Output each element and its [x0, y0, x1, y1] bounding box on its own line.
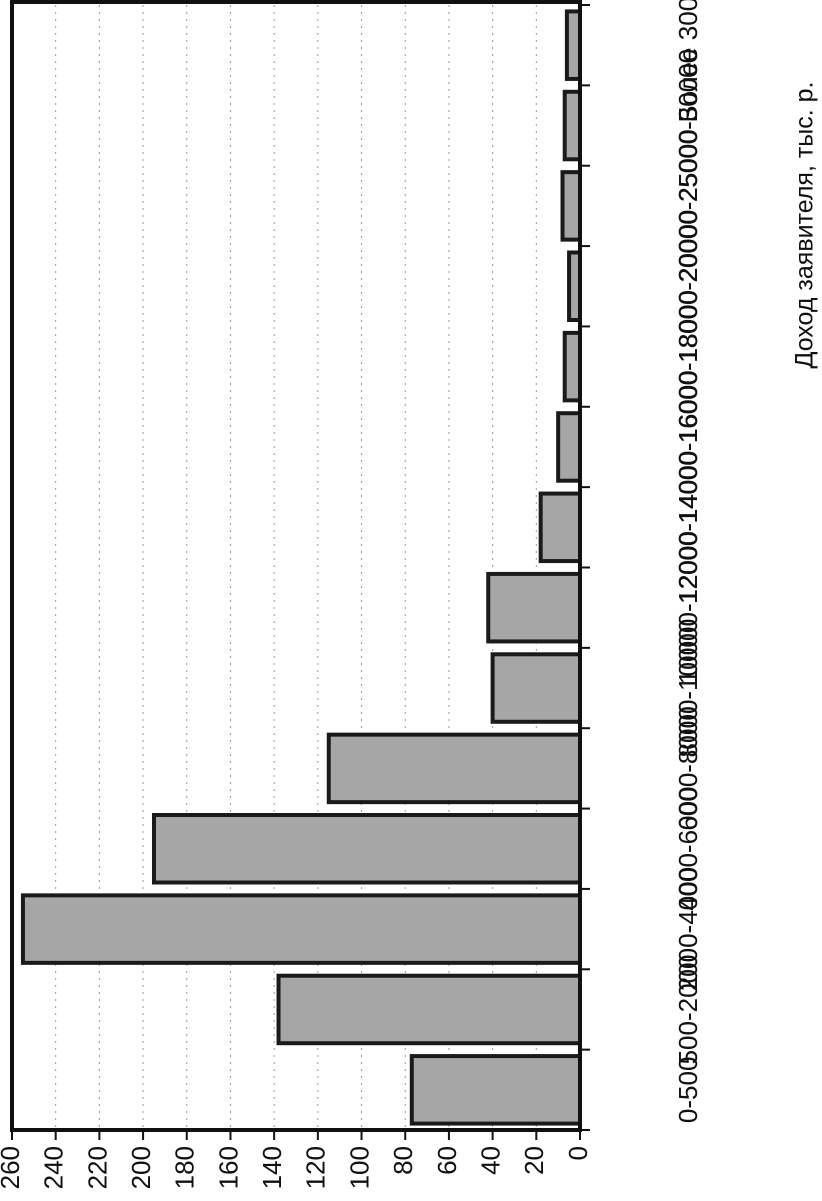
- y-tick-label: 100: [344, 1146, 374, 1189]
- plot-frame: [10, 0, 582, 1132]
- y-tick-label: 120: [301, 1146, 331, 1189]
- y-tick-label: 220: [82, 1146, 112, 1189]
- x-tick-label: 10000-12000: [673, 531, 703, 684]
- x-tick-label: 25000-30000: [673, 49, 703, 202]
- x-tick-label: 16000-18000: [673, 290, 703, 443]
- x-tick-label: 500-2000: [673, 955, 703, 1065]
- bar: [276, 973, 582, 1046]
- y-tick-label: 240: [39, 1146, 69, 1189]
- bar: [152, 813, 582, 885]
- x-tick-label: 20000-25000: [673, 129, 703, 282]
- y-tick-label: 40: [475, 1146, 505, 1175]
- x-tick-label: 2000-4000: [673, 867, 703, 991]
- bar: [326, 732, 582, 805]
- x-tick-label: 4000-6000: [673, 787, 703, 911]
- y-tick-label: 160: [213, 1146, 243, 1189]
- bar: [556, 411, 583, 483]
- y-tick-label: 20: [519, 1146, 549, 1175]
- y-tick-label: 200: [126, 1146, 156, 1189]
- x-tick-label: 12000-14000: [673, 451, 703, 604]
- x-tick-label: Более 30000: [673, 0, 703, 122]
- bar: [562, 89, 583, 162]
- bar: [409, 1054, 582, 1126]
- bar: [562, 330, 583, 403]
- bar: [490, 652, 582, 724]
- x-tick-label: 0-500: [673, 1057, 703, 1124]
- bar: [20, 893, 582, 965]
- x-tick-label: 14000-16000: [673, 370, 703, 523]
- bar: [560, 170, 582, 242]
- y-tick-label: 80: [388, 1146, 418, 1175]
- bar: [538, 491, 583, 564]
- y-tick-label: 180: [170, 1146, 200, 1189]
- y-tick-label: 0: [563, 1146, 593, 1160]
- y-tick-label: 60: [432, 1146, 462, 1175]
- bar: [486, 571, 582, 644]
- y-tick-label: 260: [0, 1146, 25, 1189]
- x-tick-label: 8000-10000: [673, 619, 703, 758]
- x-tick-label: 18000-20000: [673, 210, 703, 363]
- x-tick-label: 6000-8000: [673, 706, 703, 830]
- axis-title: Доход заявителя, тыс. р.: [791, 81, 819, 368]
- y-tick-label: 140: [257, 1146, 287, 1189]
